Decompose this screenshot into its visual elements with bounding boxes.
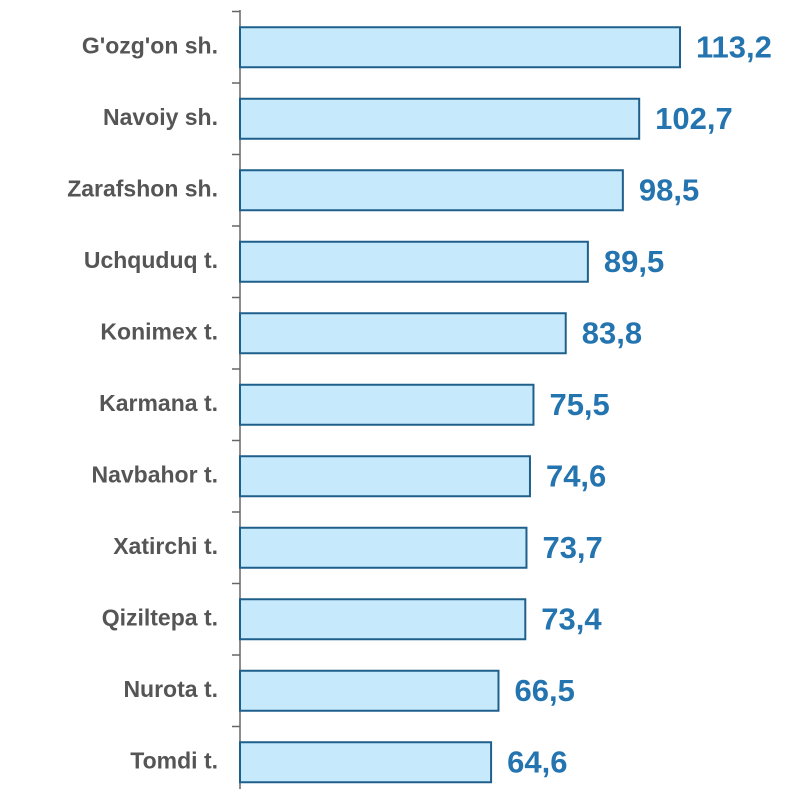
bar: [239, 312, 567, 355]
bar: [239, 741, 493, 784]
category-label: Konimex t.: [100, 318, 218, 344]
bar: [239, 169, 624, 212]
bar: [239, 26, 681, 69]
category-label: Navoiy sh.: [103, 104, 218, 130]
category-label: Navbahor t.: [91, 461, 218, 487]
bar: [239, 455, 531, 498]
bar: [239, 240, 589, 283]
value-label: 102,7: [655, 101, 733, 136]
value-label: 73,7: [542, 530, 602, 565]
value-label: 66,5: [514, 673, 574, 708]
value-label: 73,4: [541, 601, 602, 636]
bar: [239, 97, 641, 140]
category-label: Xatirchi t.: [113, 533, 218, 559]
category-label: Tomdi t.: [130, 747, 218, 773]
value-label: 113,2: [696, 29, 772, 64]
value-label: 83,8: [582, 315, 642, 350]
value-label: 75,5: [549, 387, 609, 422]
category-label: Karmana t.: [99, 390, 218, 416]
category-label: Qiziltepa t.: [102, 604, 218, 630]
bar: [239, 669, 500, 712]
value-label: 98,5: [639, 172, 699, 207]
value-label: 89,5: [604, 244, 664, 279]
category-label: G'ozg'on sh.: [82, 32, 218, 58]
bar: [239, 526, 528, 569]
value-label: 74,6: [546, 458, 606, 493]
category-label: Nurota t.: [123, 676, 218, 702]
category-label: Uchquduq t.: [84, 247, 218, 273]
bar: [239, 383, 535, 426]
value-label: 64,6: [507, 744, 567, 779]
bar: [239, 598, 527, 641]
category-label: Zarafshon sh.: [67, 175, 218, 201]
